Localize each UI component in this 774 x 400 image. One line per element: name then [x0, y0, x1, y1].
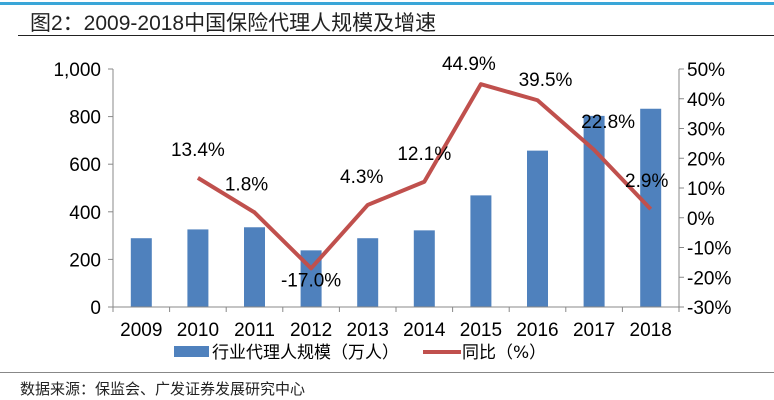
data-label: -17.0% [281, 270, 341, 291]
bar-2011 [244, 227, 265, 307]
data-label: 13.4% [171, 140, 225, 161]
bar-2014 [413, 230, 435, 307]
x-tick-label: 2016 [516, 320, 558, 341]
left-tick-label: 800 [69, 108, 101, 129]
left-tick-label: 0 [90, 298, 101, 319]
right-tick-label: 20% [687, 149, 725, 170]
x-tick-label: 2011 [234, 320, 275, 341]
data-label: 39.5% [519, 70, 573, 91]
right-tick-label: 40% [687, 90, 725, 111]
left-tick-label: 400 [69, 203, 101, 224]
data-label: 22.8% [581, 112, 635, 133]
left-tick-label: 200 [69, 250, 101, 271]
x-tick-label: 2010 [177, 320, 219, 341]
data-label: 12.1% [397, 144, 451, 165]
right-tick-label: -10% [687, 239, 731, 260]
data-label: 44.9% [442, 54, 496, 75]
bar-2016 [527, 150, 548, 307]
left-tick-label: 1,000 [53, 60, 101, 81]
top-accent-line [0, 2, 774, 5]
right-tick-label: 0% [687, 209, 715, 230]
x-tick-label: 2014 [403, 320, 446, 341]
bar-2013 [357, 238, 379, 307]
bar-2009 [130, 238, 152, 307]
legend-bar-swatch [174, 346, 209, 357]
right-tick-label: -30% [687, 298, 731, 319]
data-label: 1.8% [225, 174, 268, 195]
x-tick-label: 2018 [630, 320, 672, 341]
legend-line-label: 同比（%） [462, 343, 546, 363]
bar-2017 [583, 115, 605, 307]
source-note: 数据来源：保监会、广发证券发展研究中心 [20, 380, 306, 398]
left-tick-label: 600 [69, 155, 101, 176]
x-tick-label: 2013 [347, 320, 389, 341]
right-tick-label: -20% [687, 268, 731, 289]
data-label: 4.3% [340, 167, 383, 188]
right-tick-label: 30% [687, 120, 725, 141]
bar-2010 [187, 229, 209, 307]
right-tick-label: 10% [687, 179, 725, 200]
legend-bar-label: 行业代理人规模（万人） [212, 343, 399, 363]
x-tick-label: 2012 [290, 320, 332, 341]
x-tick-label: 2009 [120, 320, 162, 341]
figure-title: 图2：2009-2018中国保险代理人规模及增速 [30, 12, 437, 35]
bar-2015 [470, 195, 492, 307]
x-tick-label: 2017 [573, 320, 615, 341]
chart: 0 200 400 600 800 1,000 -30% -20% -10% 0% 10% 20% 30… [53, 54, 731, 363]
title-divider [18, 35, 774, 36]
x-tick-label: 2015 [460, 320, 502, 341]
data-label: 2.9% [625, 171, 668, 192]
right-tick-label: 50% [687, 60, 725, 81]
source-divider [0, 372, 774, 373]
